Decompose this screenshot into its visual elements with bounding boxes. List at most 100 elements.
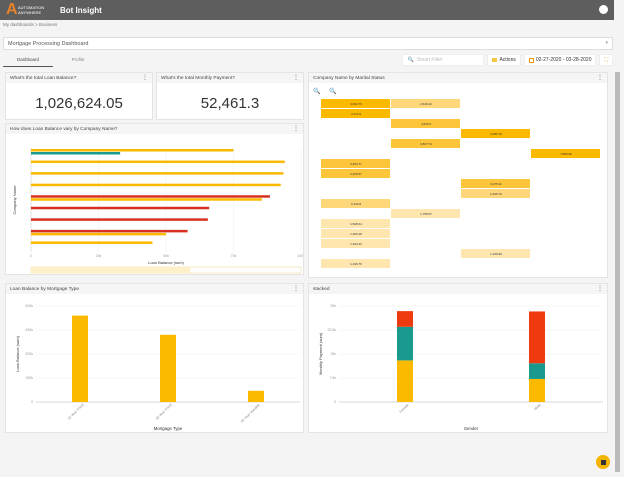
mortgage-type-chart: 0 150k 300k 450k 600k 15 Year Fixed 30 Year Fi…	[15, 304, 300, 431]
zoom-out-icon[interactable]: 🔍	[329, 87, 337, 95]
heatmap-cell	[321, 169, 390, 178]
filter-placeholder: Smart Filter	[416, 57, 443, 63]
tabs: Dashboard Profile	[3, 53, 103, 67]
heatmap-cell-label: 1,466.28	[350, 232, 362, 236]
mortgage-type-panel: Loan Balance by Mortgage Type ⋮ 0 150k 300k…	[5, 283, 304, 433]
breadcrumb-separator: >	[35, 22, 38, 27]
x-tick-label: 50k	[163, 254, 169, 258]
breadcrumb: My dashboards > Business	[3, 22, 57, 27]
y-tick-label: 150k	[25, 376, 33, 380]
calendar-icon	[528, 57, 534, 63]
actions-label: Actions	[499, 57, 516, 63]
heatmap-cell	[321, 159, 390, 168]
more-icon[interactable]: ⋮	[142, 75, 148, 81]
panel-title: What's the total Loan Balance?	[10, 75, 77, 81]
range-slider-selection	[31, 267, 191, 273]
x-tick-label: 15 Year Fixed	[67, 403, 85, 421]
more-icon[interactable]: ⋮	[597, 286, 603, 292]
bar	[31, 160, 285, 164]
zoom-in-icon[interactable]: 🔍	[313, 87, 321, 95]
heatmap-cell-label: 3,807.74	[420, 142, 432, 146]
heatmap-cell	[391, 99, 460, 108]
bar	[31, 149, 234, 152]
x-tick-label: Female	[399, 403, 410, 414]
bar	[31, 229, 188, 233]
date-range-picker[interactable]: 02-27-2020 - 03-28-2020	[523, 54, 597, 66]
heatmap-cell	[321, 229, 390, 238]
y-tick-label: 7.5k	[329, 376, 336, 380]
heatmap-cell	[321, 109, 390, 118]
more-icon[interactable]: ⋮	[293, 126, 299, 132]
y-axis-label: Loan Balance (sum)	[15, 335, 20, 371]
bar	[31, 195, 270, 198]
stacked-chart: 0 7.5k 15k 22.5k 30k Female Male Gender Monthly …	[318, 304, 603, 431]
kpi-loan-balance: What's the total Loan Balance? ⋮ 1,026,62…	[5, 72, 153, 120]
bar	[31, 241, 153, 244]
heatmap-cell-label: 3,326.57	[350, 172, 362, 176]
bar	[31, 172, 284, 175]
x-axis-label: Gender	[464, 426, 479, 431]
tab-profile[interactable]: Profile	[71, 57, 85, 62]
heatmap-cell	[461, 179, 530, 188]
kpi-monthly-payment: What's the total Monthly Payment? ⋮ 52,46…	[156, 72, 304, 120]
more-icon[interactable]: ⋮	[597, 75, 603, 81]
heatmap-cell	[321, 239, 390, 248]
y-tick-label: 450k	[25, 328, 33, 332]
stacked-bar-segment	[397, 360, 413, 402]
heatmap-cell	[321, 219, 390, 228]
heatmap-cell	[531, 149, 600, 158]
heatmap-cell-label: 1,160.99	[490, 252, 502, 256]
fullscreen-button[interactable]: ⛶	[599, 54, 613, 66]
heatmap-cell-label: 1,196.76	[350, 262, 362, 266]
heatmap-cell	[391, 139, 460, 148]
breadcrumb-my-dashboards[interactable]: My dashboards	[3, 22, 34, 27]
bar	[160, 334, 176, 402]
heatmap-cell-label: 1,294.22	[350, 242, 362, 246]
stacked-bar-segment	[529, 311, 545, 364]
smart-filter-input[interactable]: 🔍 Smart Filter	[402, 54, 485, 66]
actions-button[interactable]: Actions	[487, 54, 521, 66]
bar	[248, 390, 264, 402]
x-tick-label: 25k	[96, 254, 102, 258]
heatmap-cell-label: 1,755.57	[420, 212, 432, 216]
tab-dashboard[interactable]: Dashboard	[3, 53, 53, 67]
heatmap-chart: 🔍 🔍 4,932.79 2,629.22 4,714.9 4,030.3 4,483.76…	[313, 87, 600, 268]
more-icon[interactable]: ⋮	[293, 286, 299, 292]
heatmap-cell-label: 3,275.32	[490, 182, 502, 186]
heatmap-cell-label: 4,483.76	[490, 132, 502, 136]
panel-title: stacked	[313, 286, 330, 292]
heatmap-cell	[321, 259, 390, 268]
y-tick-label: 22.5k	[327, 328, 336, 332]
dashboard-select[interactable]: Mortgage Processing Dashboard ▾	[3, 37, 613, 50]
app-title: Bot Insight	[60, 5, 102, 15]
heatmap-cell	[461, 129, 530, 138]
app-header: A AUTOMATION ANYWHERE Bot Insight	[0, 0, 614, 20]
y-tick-label: 0	[31, 400, 33, 404]
more-icon[interactable]: ⋮	[293, 75, 299, 81]
bot-icon	[600, 459, 606, 465]
panel-title: How does Loan Balance vary by Company Na…	[10, 126, 118, 132]
company-bar-panel: How does Loan Balance vary by Company Na…	[5, 123, 305, 275]
stacked-panel: stacked ⋮ 0 7.5k 15k 22.5k 30k Female Male Gende…	[308, 283, 608, 433]
y-tick-label: 300k	[25, 352, 33, 356]
user-circle-icon[interactable]	[599, 5, 608, 14]
y-axis-label: Company Name	[12, 185, 17, 215]
heatmap-cell	[461, 249, 530, 258]
floating-action-button[interactable]	[596, 455, 610, 469]
bar	[31, 198, 262, 201]
automation-anywhere-logo[interactable]: A AUTOMATION ANYWHERE	[6, 1, 45, 18]
page-scrollbar[interactable]	[615, 72, 620, 472]
heatmap-cell-label: 4,030.3	[421, 122, 431, 126]
company-bar-chart: 0 25k 50k 75k 100k Loan Balance (sum) Company …	[12, 148, 305, 274]
heatmap-cell-label: 2,629.22	[420, 102, 432, 106]
heatmap-cell-label: 2,344.8	[351, 202, 361, 206]
actions-icon	[492, 58, 498, 62]
breadcrumb-business[interactable]: Business	[38, 22, 58, 27]
panel-title: Company Name by Marital Status	[313, 75, 385, 81]
heatmap-cell	[321, 199, 390, 208]
bar	[31, 183, 281, 187]
heatmap-cell-label: 1,528.64	[350, 222, 362, 226]
x-axis-label: Mortgage Type	[154, 426, 183, 431]
heatmap-cell-label: 4,714.9	[351, 112, 361, 116]
y-axis-label: Monthly Payment (sum)	[318, 332, 323, 375]
